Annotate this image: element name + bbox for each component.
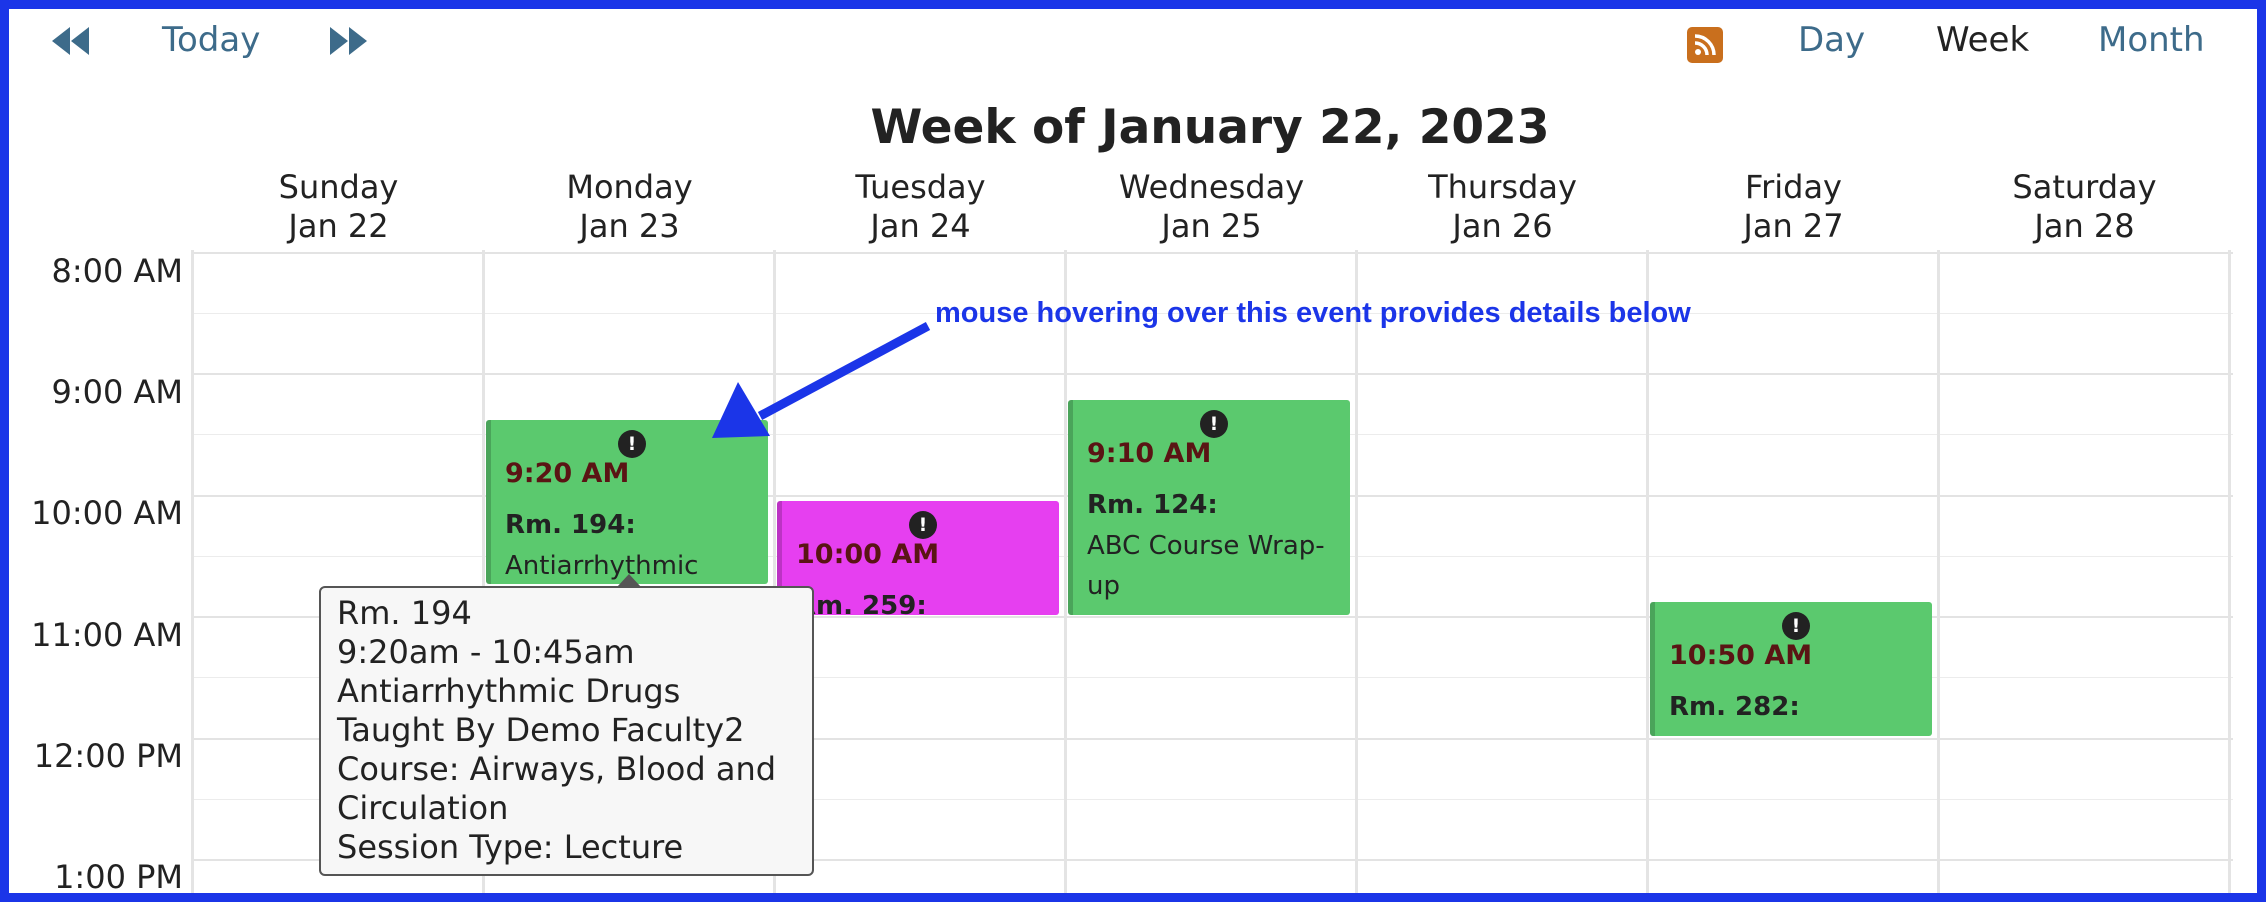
event-time: 9:10 AM [1087, 438, 1212, 469]
alert-icon: ! [618, 430, 646, 458]
event-time: 10:00 AM [796, 539, 940, 570]
tooltip-time-range: 9:20am - 10:45am [337, 633, 635, 671]
grid-day-divider [2228, 250, 2231, 895]
tooltip-course-cont: Circulation [337, 789, 509, 827]
grid-half-hour-line [193, 313, 2233, 314]
day-name: Tuesday [855, 168, 986, 206]
day-header-wednesday: Wednesday Jan 25 [1066, 168, 1357, 246]
time-label: 12:00 PM [33, 737, 183, 775]
event-room: Rm. 194: [505, 510, 636, 540]
tooltip-room: Rm. 194 [337, 594, 472, 632]
event-title: ABC Course Wrap-up [1087, 531, 1325, 601]
day-name: Monday [566, 168, 693, 206]
day-date: Jan 25 [1161, 207, 1262, 245]
event-room: Rm. 282: [1669, 692, 1800, 722]
alert-icon: ! [1200, 410, 1228, 438]
next-week-button[interactable] [330, 27, 368, 55]
event-room: Rm. 124: [1087, 490, 1218, 520]
grid-day-divider [1937, 250, 1940, 895]
grid-day-divider [1646, 250, 1649, 895]
day-header-tuesday: Tuesday Jan 24 [775, 168, 1066, 246]
calendar-event-wednesday[interactable]: ! 9:10 AM Rm. 124: ABC Course Wrap-up [1068, 400, 1350, 615]
day-header-sunday: Sunday Jan 22 [193, 168, 484, 246]
day-header-thursday: Thursday Jan 26 [1357, 168, 1648, 246]
grid-half-hour-line [193, 677, 2233, 678]
event-room: Rm. 259: [796, 591, 927, 615]
time-label: 1:00 PM [54, 858, 183, 896]
time-label: 8:00 AM [51, 252, 183, 290]
day-name: Saturday [2012, 168, 2157, 206]
grid-hour-line [193, 616, 2233, 618]
view-day-button[interactable]: Day [1798, 20, 1866, 60]
grid-hour-line [193, 738, 2233, 740]
rss-feed-icon[interactable] [1687, 27, 1723, 63]
event-title: Antiarrhythmic [505, 551, 699, 581]
day-header-saturday: Saturday Jan 28 [1939, 168, 2230, 246]
grid-half-hour-line [193, 799, 2233, 800]
annotation-arrow-icon [712, 322, 931, 438]
calendar-event-friday[interactable]: ! 10:50 AM Rm. 282: [1650, 602, 1932, 736]
event-details-tooltip: Rm. 194 9:20am - 10:45am Antiarrhythmic … [319, 586, 814, 876]
grid-day-divider [773, 250, 776, 895]
calendar-event-monday[interactable]: ! 9:20 AM Rm. 194: Antiarrhythmic [486, 420, 768, 584]
day-date: Jan 22 [288, 207, 389, 245]
time-label: 9:00 AM [51, 373, 183, 411]
grid-hour-line [193, 373, 2233, 375]
grid-day-divider [1355, 250, 1358, 895]
tooltip-course: Course: Airways, Blood and [337, 750, 777, 788]
grid-day-divider [482, 250, 485, 895]
day-date: Jan 27 [1743, 207, 1844, 245]
day-name: Sunday [278, 168, 399, 206]
annotation-text: mouse hovering over this event provides … [935, 297, 1691, 329]
today-button[interactable]: Today [162, 20, 261, 60]
day-name: Friday [1745, 168, 1842, 206]
time-label: 11:00 AM [31, 616, 183, 654]
grid-day-divider [1064, 250, 1067, 895]
day-date: Jan 24 [870, 207, 971, 245]
grid-day-divider [191, 250, 194, 895]
alert-icon: ! [1782, 612, 1810, 640]
view-week-button[interactable]: Week [1936, 20, 2030, 60]
tooltip-pointer [617, 574, 641, 587]
day-header-friday: Friday Jan 27 [1648, 168, 1939, 246]
previous-week-button[interactable] [52, 27, 90, 55]
day-name: Thursday [1428, 168, 1577, 206]
page-title: Week of January 22, 2023 [870, 100, 1550, 155]
calendar-event-tuesday[interactable]: ! 10:00 AM Rm. 259: [777, 501, 1059, 615]
day-date: Jan 23 [579, 207, 680, 245]
day-date: Jan 26 [1452, 207, 1553, 245]
view-month-button[interactable]: Month [2098, 20, 2205, 60]
grid-hour-line [193, 859, 2233, 861]
grid-hour-line [193, 252, 2233, 254]
tooltip-faculty: Taught By Demo Faculty2 [337, 711, 745, 749]
tooltip-session-type: Session Type: Lecture [337, 828, 684, 866]
alert-icon: ! [909, 511, 937, 539]
day-date: Jan 28 [2034, 207, 2135, 245]
event-time: 9:20 AM [505, 458, 630, 489]
event-time: 10:50 AM [1669, 640, 1813, 671]
day-name: Wednesday [1118, 168, 1305, 206]
day-header-monday: Monday Jan 23 [484, 168, 775, 246]
time-label: 10:00 AM [31, 494, 183, 532]
tooltip-session-title: Antiarrhythmic Drugs [337, 672, 681, 710]
